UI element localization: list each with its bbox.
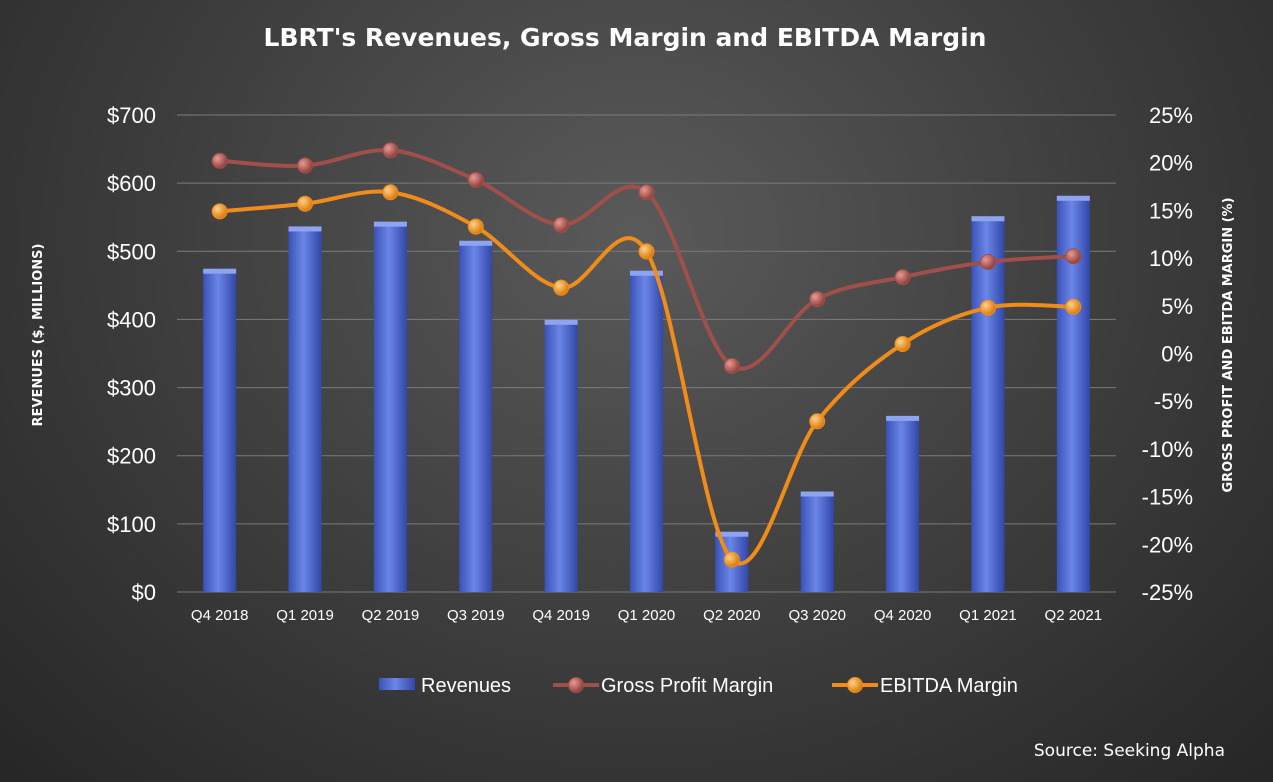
ebitda-margin-point (211, 203, 228, 220)
ebitda-margin-point (467, 218, 484, 235)
ebitda-margin-point (638, 243, 655, 260)
x-tick-label: Q2 2021 (1045, 607, 1103, 624)
legend: Revenues Gross Profit Margin EBITDA Margin (379, 675, 1018, 697)
legend-label-gross-margin: Gross Profit Margin (601, 675, 773, 697)
right-tick-label: 0% (1161, 342, 1193, 367)
revenue-bar-cap (886, 415, 920, 421)
revenue-bar (203, 269, 237, 592)
revenue-bar-cap (800, 491, 834, 497)
legend-label-revenues: Revenues (421, 675, 511, 697)
x-axis-ticks: Q4 2018 Q1 2019 Q2 2019 Q3 2019 Q4 2019 Q1 20… (191, 607, 1102, 624)
revenue-bar (886, 416, 920, 592)
x-tick-label: Q3 2019 (447, 607, 505, 624)
gross-margin-point (382, 142, 399, 159)
left-tick-label: $500 (107, 239, 156, 264)
revenue-bar-cap (373, 221, 407, 227)
legend-marker-gross-margin (568, 677, 584, 693)
ebitda-margin-point (297, 195, 314, 212)
gross-margin-point (809, 291, 826, 308)
gross-margin-point (297, 157, 314, 174)
revenue-bar (544, 320, 578, 592)
right-tick-label: -15% (1142, 485, 1193, 510)
left-tick-label: $700 (107, 103, 156, 128)
gross-margin-point (638, 184, 655, 201)
left-axis-title: REVENUES ($, MILLIONS) (31, 244, 46, 427)
ebitda-margin-point (809, 413, 826, 430)
revenue-bar (459, 241, 493, 592)
right-tick-label: -10% (1142, 437, 1193, 462)
x-tick-label: Q4 2018 (191, 607, 249, 624)
revenue-bar (800, 492, 834, 592)
ebitda-margin-point (723, 551, 740, 568)
gross-margin-point (467, 171, 484, 188)
right-tick-label: 20% (1149, 151, 1193, 176)
chart-title: LBRT's Revenues, Gross Margin and EBITDA… (264, 23, 987, 52)
source-note: Source: Seeking Alpha (1034, 741, 1225, 761)
gross-margin-point (979, 253, 996, 270)
gross-margin-point (211, 152, 228, 169)
x-tick-label: Q1 2019 (276, 607, 334, 624)
revenue-bar (373, 222, 407, 592)
left-tick-label: $200 (107, 444, 156, 469)
revenue-bar-cap (715, 531, 749, 537)
revenue-bar-cap (971, 216, 1005, 222)
right-tick-label: -25% (1142, 580, 1193, 605)
revenue-bars (203, 195, 1090, 592)
right-tick-label: -5% (1154, 389, 1193, 414)
revenue-bar-cap (1056, 195, 1090, 201)
x-tick-label: Q1 2020 (618, 607, 676, 624)
right-axis-title: GROSS PROFIT AND EBITDA MARGIN (%) (1221, 197, 1236, 492)
gross-margin-point (894, 269, 911, 286)
revenue-bar-cap (459, 240, 493, 246)
revenue-bar-cap (288, 226, 322, 232)
right-axis-ticks: -25% -20% -15% -10% -5% 0% 5% 10% 15% 20% 25% (1142, 103, 1193, 605)
gross-margin-point (553, 216, 570, 233)
gross-margin-point (723, 357, 740, 374)
right-tick-label: 5% (1161, 294, 1193, 319)
left-tick-label: $300 (107, 376, 156, 401)
left-tick-label: $100 (107, 512, 156, 537)
left-tick-label: $600 (107, 171, 156, 196)
revenue-bar-cap (630, 270, 663, 276)
ebitda-margin-point (382, 184, 399, 201)
left-axis-ticks: $0 $100 $200 $300 $400 $500 $600 $700 (107, 103, 156, 605)
ebitda-margin-point (979, 299, 996, 316)
gross-margin-line (217, 148, 1076, 371)
legend-marker-ebitda-margin (847, 677, 863, 693)
x-tick-label: Q2 2019 (362, 607, 420, 624)
x-tick-label: Q4 2019 (532, 607, 590, 624)
left-tick-label: $400 (107, 307, 156, 332)
legend-swatch-revenues (379, 678, 415, 690)
revenue-bar (630, 271, 663, 592)
right-tick-label: 25% (1149, 103, 1193, 128)
margin-lines (211, 142, 1082, 568)
revenue-bar (971, 217, 1005, 592)
x-tick-label: Q1 2021 (959, 607, 1017, 624)
right-tick-label: 15% (1149, 198, 1193, 223)
legend-label-ebitda-margin: EBITDA Margin (880, 675, 1018, 697)
right-tick-label: 10% (1149, 246, 1193, 271)
ebitda-margin-point (1065, 298, 1082, 315)
x-tick-label: Q4 2020 (874, 607, 932, 624)
ebitda-margin-point (553, 279, 570, 296)
gross-margin-point (1065, 248, 1082, 265)
x-tick-label: Q3 2020 (788, 607, 846, 624)
right-tick-label: -20% (1142, 532, 1193, 557)
revenue-bar-cap (544, 319, 578, 325)
ebitda-margin-point (894, 335, 911, 352)
x-tick-label: Q2 2020 (703, 607, 761, 624)
revenue-bar (288, 227, 322, 592)
revenue-bar-cap (203, 268, 237, 274)
left-tick-label: $0 (132, 580, 156, 605)
